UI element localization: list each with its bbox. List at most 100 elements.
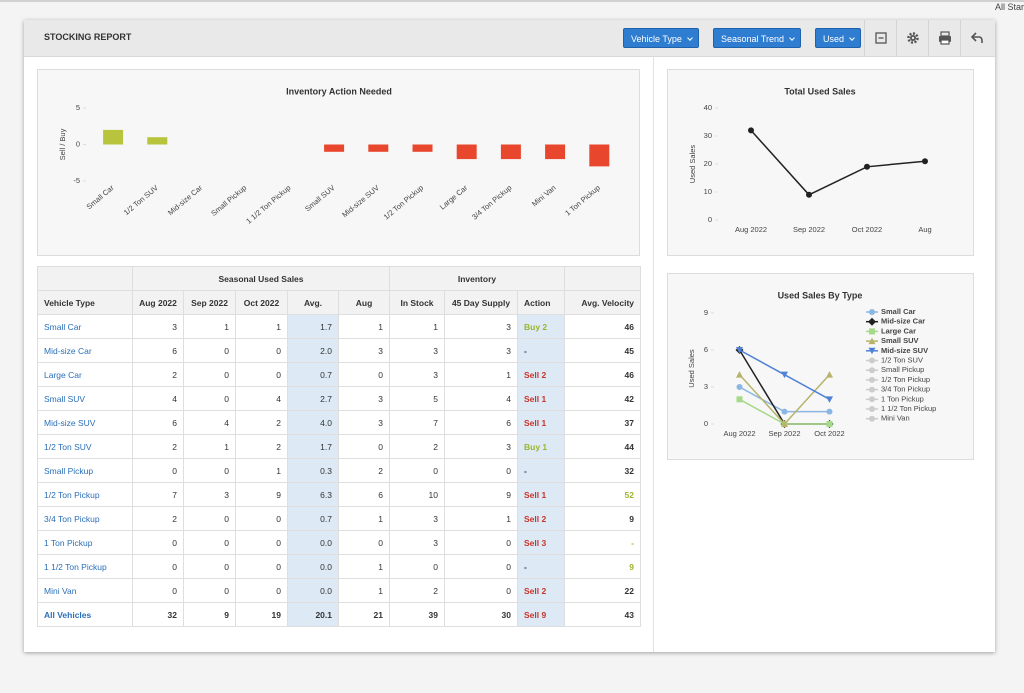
gear-icon <box>907 32 919 44</box>
table-row: Large Car 2 0 0 0.7 0 3 1 Sell 2 46 <box>37 362 641 387</box>
table-cell: 6.3 <box>287 482 339 507</box>
table-cell: 3 <box>444 434 518 459</box>
table-cell: 39 <box>389 602 445 627</box>
table-row: Mid-size SUV 6 4 2 4.0 3 7 6 Sell 1 37 <box>37 410 641 435</box>
vehicle-type-link[interactable]: Mid-size SUV <box>37 410 133 435</box>
vehicle-type-link[interactable]: 1 1/2 Ton Pickup <box>37 554 133 579</box>
table-row: Small SUV 4 0 4 2.7 3 5 4 Sell 1 42 <box>37 386 641 411</box>
vehicle-type-link[interactable]: Small Car <box>37 314 133 339</box>
vehicle-type-link[interactable]: 1/2 Ton SUV <box>37 434 133 459</box>
column-header: Aug <box>338 290 390 315</box>
table-cell: 0 <box>183 458 236 483</box>
table-cell: 0 <box>132 530 184 555</box>
settings-button[interactable] <box>896 20 929 56</box>
table-cell: Buy 2 <box>517 314 565 339</box>
table-cell: Sell 1 <box>517 386 565 411</box>
table-cell: 2 <box>132 362 184 387</box>
table-cell: 1 <box>338 578 390 603</box>
table-cell: 0 <box>132 578 184 603</box>
table-cell: 6 <box>338 482 390 507</box>
vehicle-type-link: All Vehicles <box>37 602 133 627</box>
table-cell: 9 <box>183 602 236 627</box>
table-cell: Buy 1 <box>517 434 565 459</box>
chart-box <box>667 273 974 460</box>
table-cell: 0 <box>338 434 390 459</box>
table-cell: 6 <box>444 410 518 435</box>
table-cell: 21 <box>338 602 390 627</box>
table-cell: - <box>564 530 641 555</box>
vehicle-type-link[interactable]: 1/2 Ton Pickup <box>37 482 133 507</box>
vehicle-type-link[interactable]: 1 Ton Pickup <box>37 530 133 555</box>
table-row: Mini Van 0 0 0 0.0 1 2 0 Sell 2 22 <box>37 578 641 603</box>
column-divider <box>653 57 654 652</box>
group-header: Inventory <box>389 266 565 291</box>
table-cell: 3 <box>444 314 518 339</box>
stocking-table: Seasonal Used Sales Inventory Vehicle Type… <box>37 266 641 627</box>
header-row: Vehicle Type Aug 2022 Sep 2022 Oct 2022 Avg.… <box>37 290 641 315</box>
table-row: 1/2 Ton Pickup 7 3 9 6.3 6 10 9 Sell 1 52 <box>37 482 641 507</box>
vehicle-type-link[interactable]: Mini Van <box>37 578 133 603</box>
table-cell: 0 <box>389 458 445 483</box>
table-cell: 4 <box>444 386 518 411</box>
table-cell: 7 <box>132 482 184 507</box>
table-cell: 4 <box>183 410 236 435</box>
table-cell: 1 <box>235 314 288 339</box>
table-cell: 2 <box>235 434 288 459</box>
table-cell: 30 <box>444 602 518 627</box>
vehicle-type-link[interactable]: Large Car <box>37 362 133 387</box>
vehicle-type-link[interactable]: Small Pickup <box>37 458 133 483</box>
table-cell: 0 <box>235 530 288 555</box>
used-button[interactable]: Used <box>815 28 862 48</box>
table-cell: 44 <box>564 434 641 459</box>
column-header: Vehicle Type <box>37 290 133 315</box>
table-cell: 1 <box>444 362 518 387</box>
table-cell: 2 <box>389 578 445 603</box>
table-cell: 0 <box>183 362 236 387</box>
table-row: 1 Ton Pickup 0 0 0 0.0 0 3 0 Sell 3- <box>37 530 641 555</box>
table-cell: 3 <box>183 482 236 507</box>
table-cell: 9 <box>444 482 518 507</box>
table-cell: 4 <box>132 386 184 411</box>
table-cell: 3 <box>444 338 518 363</box>
vehicle-type-link[interactable]: 3/4 Ton Pickup <box>37 506 133 531</box>
table-cell: 45 <box>564 338 641 363</box>
table-cell: 0 <box>235 578 288 603</box>
table-cell: Sell 9 <box>517 602 565 627</box>
vehicle-type-link[interactable]: Mid-size Car <box>37 338 133 363</box>
column-header: Aug 2022 <box>132 290 184 315</box>
group-header-cell <box>37 266 133 291</box>
table-cell: 0 <box>444 530 518 555</box>
table-cell: 0.7 <box>287 362 339 387</box>
table-cell: 0 <box>183 578 236 603</box>
table-cell: 2.7 <box>287 386 339 411</box>
collapse-button[interactable] <box>864 20 897 56</box>
table-box: Seasonal Used Sales Inventory Vehicle Type… <box>37 266 641 627</box>
table-cell: Sell 1 <box>517 410 565 435</box>
table-cell: 3 <box>389 362 445 387</box>
back-button[interactable] <box>960 20 993 56</box>
chart-box <box>37 69 640 256</box>
table-cell: 9 <box>564 506 641 531</box>
table-cell: 37 <box>564 410 641 435</box>
table-cell: 1 <box>183 314 236 339</box>
table-row: 1/2 Ton SUV 2 1 2 1.7 0 2 3 Buy 1 44 <box>37 434 641 459</box>
back-icon <box>970 32 983 43</box>
table-cell: 3 <box>389 338 445 363</box>
table-row: 1 1/2 Ton Pickup 0 0 0 0.0 1 0 0-9 <box>37 554 641 579</box>
table-cell: 1 <box>338 506 390 531</box>
table-cell: 0 <box>183 554 236 579</box>
vehicle-type-link[interactable]: Small SUV <box>37 386 133 411</box>
table-cell: 43 <box>564 602 641 627</box>
group-header-cell <box>564 266 641 291</box>
table-row: All Vehicles 32 9 19 20.1 21 39 30 Sell 9 43 <box>37 602 641 627</box>
table-cell: 3 <box>389 530 445 555</box>
print-icon <box>939 31 951 45</box>
seasonal-trend-button[interactable]: Seasonal Trend <box>713 28 802 48</box>
table-cell: 4 <box>235 386 288 411</box>
table-cell: 32 <box>564 458 641 483</box>
print-button[interactable] <box>928 20 961 56</box>
table-cell: 2.0 <box>287 338 339 363</box>
table-cell: 0.3 <box>287 458 339 483</box>
vehicle-type-button[interactable]: Vehicle Type <box>623 28 699 48</box>
